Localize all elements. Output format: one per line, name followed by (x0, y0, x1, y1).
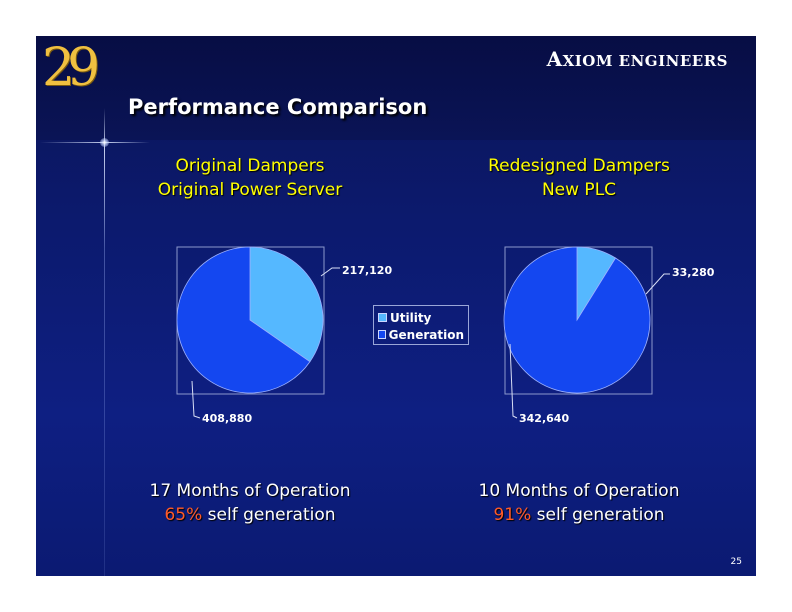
right-chart-title-line1: Redesigned Dampers (488, 156, 670, 176)
right-leader-line-utility (645, 273, 670, 295)
legend-item-utility: Utility (378, 309, 464, 326)
right-pie-chart: 33,280 342,640 (503, 246, 715, 425)
left-caption-rest: self generation (202, 505, 336, 525)
page-title: Performance Comparison (128, 95, 428, 119)
left-caption-line1: 17 Months of Operation (149, 481, 351, 501)
left-pie-chart: 217,120 408,880 (176, 246, 392, 425)
company-initial: A (546, 47, 563, 71)
legend-swatch-generation (378, 330, 386, 339)
left-leader-line-generation (191, 380, 201, 419)
star-icon (100, 138, 109, 147)
chart-legend: Utility Generation (373, 305, 469, 345)
page-number: 25 (730, 557, 742, 567)
star-flare-vertical (104, 108, 105, 576)
left-caption: 17 Months of Operation 65% self generati… (110, 479, 390, 527)
right-caption-rest: self generation (531, 505, 665, 525)
logo-number: 29 (42, 38, 100, 98)
left-leader-line-utility (320, 267, 340, 277)
left-chart-title: Original Dampers Original Power Server (120, 154, 380, 202)
left-chart-title-line1: Original Dampers (175, 156, 325, 176)
legend-label-generation: Generation (388, 327, 464, 342)
star-flare-horizontal (40, 142, 150, 143)
right-chart-title-line2: New PLC (541, 180, 617, 200)
left-data-label-utility: 217,120 (342, 264, 392, 277)
left-data-label-generation: 408,880 (202, 412, 252, 425)
right-data-label-generation: 342,640 (519, 412, 569, 425)
right-caption-line1: 10 Months of Operation (478, 481, 680, 501)
left-pie-slice-utility (249, 246, 324, 363)
right-pie-slice-generation (503, 246, 651, 394)
company-rest: XIOM ENGINEERS (562, 52, 728, 70)
left-percent: 65% (164, 505, 203, 525)
company-name: AXIOM ENGINEERS (547, 47, 728, 71)
right-caption-line2: 91% self generation (439, 503, 719, 527)
right-chart-title: Redesigned Dampers New PLC (449, 154, 709, 202)
left-caption-line2: 65% self generation (110, 503, 390, 527)
charts-svg: 217,120 408,880 33,280 342,640 (176, 246, 715, 425)
left-chart-title-line2: Original Power Server (157, 180, 343, 200)
legend-swatch-utility (378, 313, 387, 322)
right-caption: 10 Months of Operation 91% self generati… (439, 479, 719, 527)
legend-label-utility: Utility (390, 310, 432, 325)
slide: 29 AXIOM ENGINEERS Performance Compariso… (36, 36, 756, 576)
header-band (36, 36, 756, 140)
right-data-label-utility: 33,280 (672, 266, 715, 279)
legend-item-generation: Generation (378, 326, 464, 343)
left-pie-slice-generation (176, 246, 311, 394)
right-percent: 91% (493, 505, 532, 525)
right-leader-line-generation (509, 343, 518, 419)
